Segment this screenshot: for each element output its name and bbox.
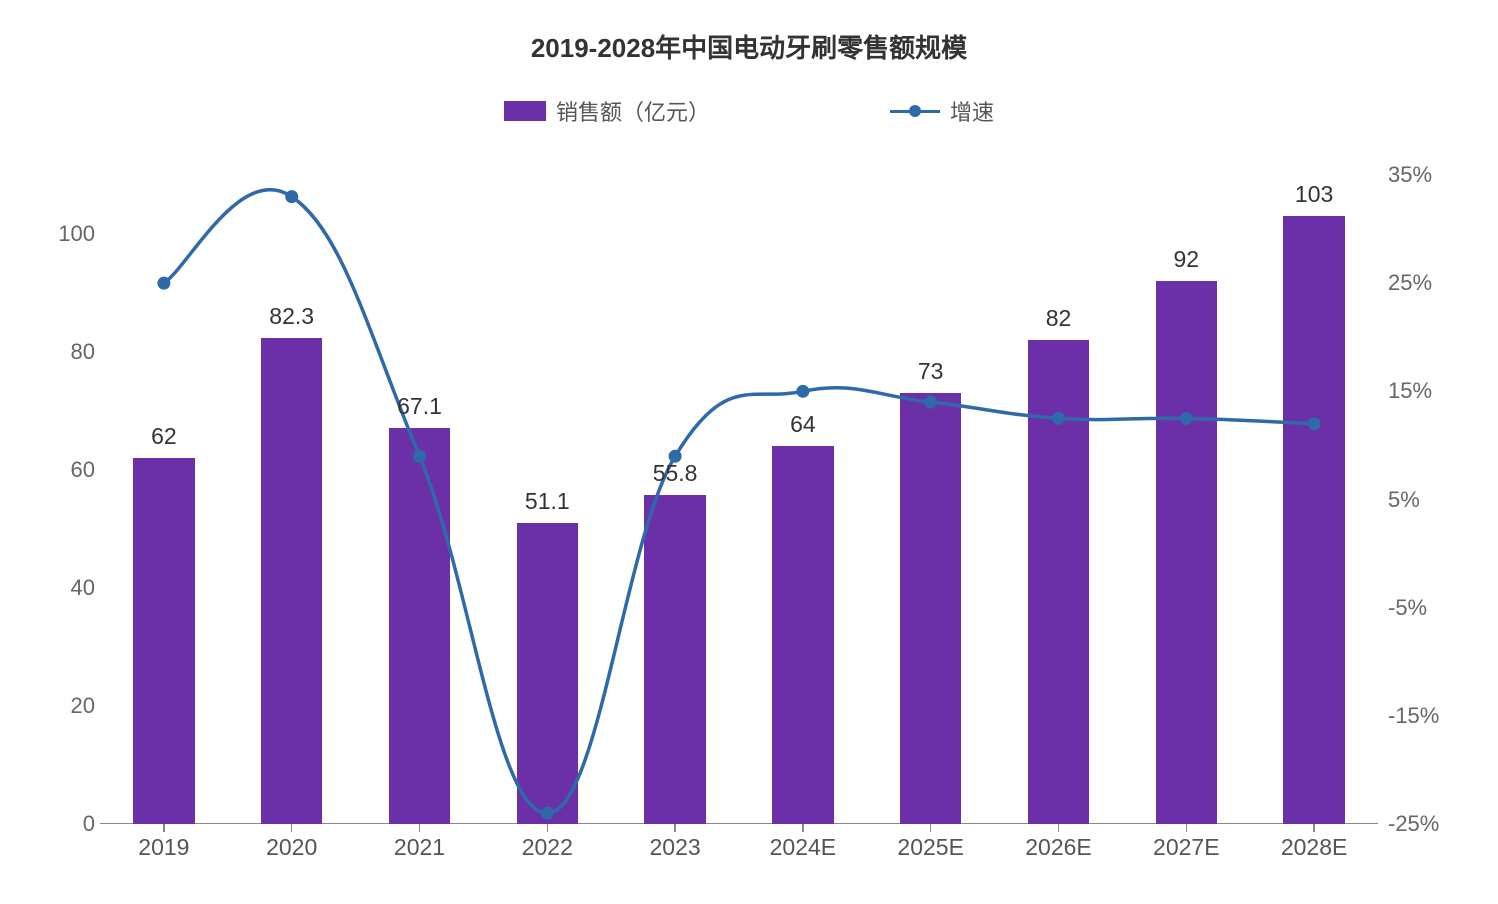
y-right-tick-label: 25%: [1388, 270, 1468, 296]
bar-data-label: 55.8: [653, 460, 698, 487]
x-tick-mark: [1186, 824, 1188, 832]
x-tick-label: 2020: [266, 834, 317, 861]
bar-data-label: 51.1: [525, 488, 570, 515]
y-left-tick-label: 80: [40, 339, 95, 365]
y-right-tick-label: 5%: [1388, 487, 1468, 513]
x-tick-mark: [291, 824, 293, 832]
y-right-tick-label: -15%: [1388, 703, 1468, 729]
legend-item-line: 增速: [890, 95, 994, 127]
x-tick-label: 2024E: [770, 834, 837, 861]
y-right-tick-label: 15%: [1388, 378, 1468, 404]
plot-area: 62 82.3 67.1 51.1 55.8 64 73 82 92 103: [100, 175, 1378, 824]
legend-line-swatch: [890, 101, 940, 121]
data-labels-layer: 62 82.3 67.1 51.1 55.8 64 73 82 92 103: [100, 175, 1378, 824]
x-tick-mark: [674, 824, 676, 832]
bar-data-label: 82.3: [269, 303, 314, 330]
bar-data-label: 73: [918, 358, 944, 385]
x-tick-label: 2025E: [897, 834, 964, 861]
x-tick-label: 2022: [522, 834, 573, 861]
y-left-tick-label: 0: [40, 811, 95, 837]
x-tick-label: 2026E: [1025, 834, 1092, 861]
x-tick-mark: [930, 824, 932, 832]
y-right-tick-label: -25%: [1388, 811, 1468, 837]
bar-data-label: 103: [1295, 181, 1333, 208]
bar-data-label: 64: [790, 411, 816, 438]
bar-data-label: 82: [1046, 305, 1072, 332]
y-left-tick-label: 40: [40, 575, 95, 601]
bar-data-label: 67.1: [397, 393, 442, 420]
legend-bar-swatch: [504, 101, 546, 121]
y-right-tick-label: -5%: [1388, 595, 1468, 621]
x-tick-label: 2028E: [1281, 834, 1348, 861]
x-tick-mark: [1313, 824, 1315, 832]
x-tick-mark: [419, 824, 421, 832]
x-tick-mark: [1058, 824, 1060, 832]
chart-legend: 销售额（亿元） 增速: [0, 95, 1498, 127]
y-axis-right: -25%-15%-5%5%15%25%35%: [1388, 175, 1468, 824]
y-left-tick-label: 60: [40, 457, 95, 483]
chart-container: 2019-2028年中国电动牙刷零售额规模 销售额（亿元） 增速 0 20 40 60…: [0, 0, 1498, 904]
x-tick-mark: [163, 824, 165, 832]
x-tick-label: 2023: [650, 834, 701, 861]
x-tick-mark: [802, 824, 804, 832]
bar-data-label: 62: [151, 423, 177, 450]
x-tick-label: 2021: [394, 834, 445, 861]
legend-line-label: 增速: [950, 95, 994, 127]
x-axis: 2019 2020 2021 2022 2023 2024E 2025E 2026E 2027E…: [100, 834, 1378, 874]
x-tick-mark: [547, 824, 549, 832]
y-right-tick-label: 35%: [1388, 162, 1468, 188]
y-axis-left: 020406080100: [40, 175, 95, 824]
legend-bar-label: 销售额（亿元）: [556, 95, 710, 127]
x-tick-label: 2027E: [1153, 834, 1220, 861]
bar-data-label: 92: [1174, 246, 1200, 273]
chart-title: 2019-2028年中国电动牙刷零售额规模: [0, 28, 1498, 65]
x-tick-label: 2019: [138, 834, 189, 861]
y-left-tick-label: 100: [40, 221, 95, 247]
y-left-tick-label: 20: [40, 693, 95, 719]
legend-item-bars: 销售额（亿元）: [504, 95, 710, 127]
